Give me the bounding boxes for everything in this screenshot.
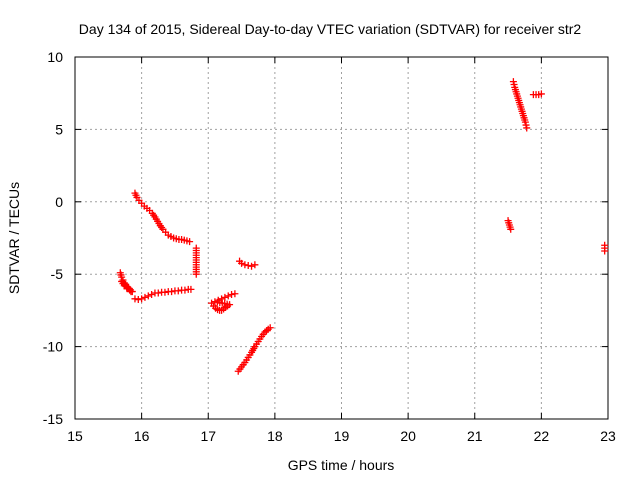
data-point (231, 290, 239, 298)
data-point (174, 287, 182, 295)
data-point (123, 285, 131, 293)
data-point (238, 259, 246, 267)
data-point (161, 288, 169, 296)
y-tick-label: -5 (51, 266, 64, 282)
data-point (221, 293, 229, 301)
data-point (224, 292, 232, 300)
data-point (266, 324, 274, 332)
data-point (168, 288, 176, 296)
data-point (154, 289, 162, 297)
data-point (181, 286, 189, 294)
data-point (138, 295, 146, 303)
x-tick-label: 21 (467, 428, 483, 444)
data-point (601, 247, 609, 255)
x-tick-label: 15 (67, 428, 83, 444)
x-tick-label: 23 (600, 428, 616, 444)
data-points (116, 78, 609, 375)
data-point (148, 290, 156, 298)
x-tick-label: 18 (267, 428, 283, 444)
data-point (263, 327, 271, 335)
data-point (228, 290, 236, 298)
data-point (218, 295, 226, 303)
x-tick-label: 19 (334, 428, 350, 444)
axis-ticks: 15 16 17 18 19 20 21 22 23 10 5 0 -5 -10 -15 (43, 49, 616, 444)
x-tick-label: 20 (400, 428, 416, 444)
y-tick-label: 5 (55, 121, 63, 137)
data-point (186, 238, 194, 246)
data-point (241, 261, 249, 269)
y-tick-label: 10 (47, 49, 63, 65)
y-tick-label: -10 (43, 339, 63, 355)
x-tick-label: 16 (134, 428, 150, 444)
data-point (523, 124, 531, 132)
data-point (192, 270, 200, 278)
x-axis-label: GPS time / hours (288, 457, 395, 473)
data-point (144, 292, 152, 300)
data-point (251, 261, 259, 269)
grid-lines (75, 57, 608, 419)
data-point (248, 262, 256, 270)
y-tick-label: 0 (55, 194, 63, 210)
y-tick-label: -15 (43, 411, 63, 427)
data-point (507, 225, 515, 233)
data-point (211, 298, 219, 306)
y-axis-label: SDTVAR / TECUs (6, 182, 22, 294)
x-tick-label: 17 (200, 428, 216, 444)
data-point (244, 262, 252, 270)
data-point (131, 295, 139, 303)
data-point (187, 285, 195, 293)
data-point (134, 296, 142, 304)
data-point (214, 296, 222, 304)
data-point (141, 293, 149, 301)
x-tick-label: 22 (534, 428, 550, 444)
data-point (537, 90, 545, 98)
chart-title: Day 134 of 2015, Sidereal Day-to-day VTE… (79, 21, 582, 37)
